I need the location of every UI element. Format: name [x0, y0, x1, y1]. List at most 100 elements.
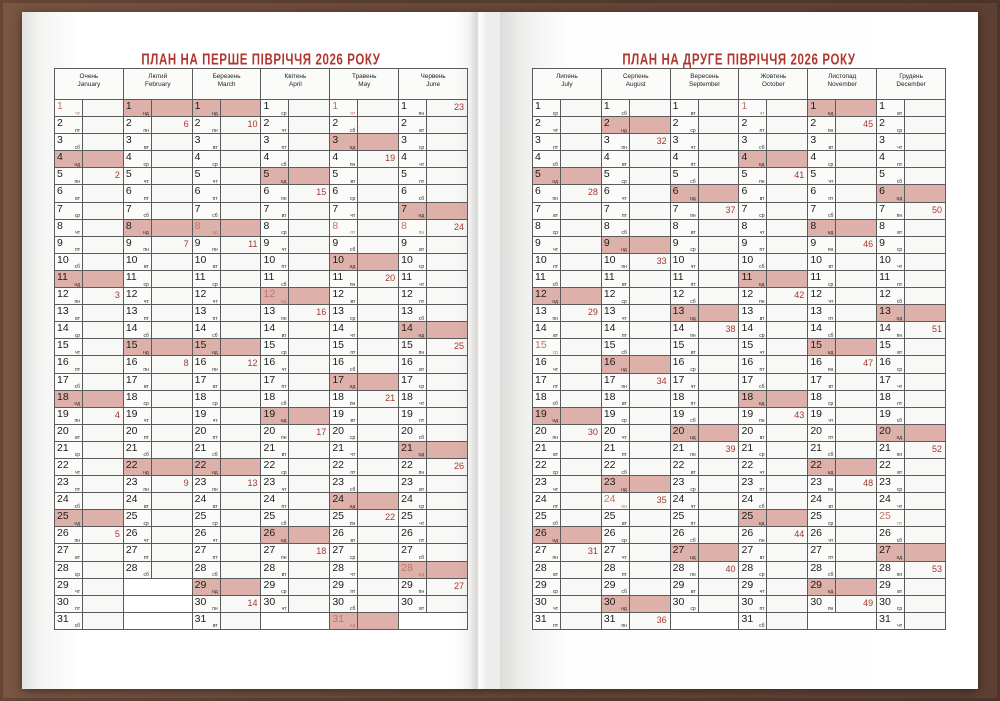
day-cell[interactable]: 2 пн 6 — [122, 116, 193, 135]
note-field[interactable] — [905, 151, 945, 168]
note-field[interactable]: 36 — [629, 612, 670, 629]
day-cell[interactable]: 30 чт — [532, 594, 602, 613]
note-field[interactable] — [836, 407, 877, 424]
note-field[interactable] — [836, 219, 877, 236]
day-cell[interactable]: 14 сб — [122, 321, 193, 340]
note-field[interactable]: 16 — [289, 305, 330, 322]
day-cell[interactable]: 12 чт — [191, 287, 262, 306]
day-cell[interactable]: 5 ср — [600, 167, 671, 186]
note-field[interactable] — [289, 476, 330, 493]
note-field[interactable] — [836, 458, 877, 476]
note-field[interactable] — [83, 356, 123, 373]
note-field[interactable] — [767, 253, 808, 270]
note-field[interactable] — [905, 236, 945, 253]
note-field[interactable] — [289, 151, 330, 168]
day-cell[interactable]: 25 сб — [260, 509, 331, 528]
day-cell[interactable]: 30 нд — [600, 594, 671, 613]
note-field[interactable] — [151, 219, 192, 236]
note-field[interactable] — [427, 202, 467, 219]
note-field[interactable] — [561, 322, 601, 339]
day-cell[interactable]: 30 ср — [876, 594, 946, 613]
note-field[interactable] — [427, 561, 467, 578]
note-field[interactable]: 10 — [220, 117, 261, 134]
day-cell[interactable]: 30 пн 49 — [807, 594, 878, 613]
note-field[interactable] — [151, 544, 192, 561]
note-field[interactable] — [905, 373, 945, 390]
day-cell[interactable]: 1 чт — [54, 98, 124, 118]
note-field[interactable] — [358, 202, 399, 219]
note-field[interactable] — [561, 561, 601, 578]
note-field[interactable] — [289, 288, 330, 305]
day-cell[interactable]: 2 чт — [532, 116, 602, 135]
day-cell[interactable]: 22 вт — [876, 457, 946, 477]
day-cell[interactable]: 10 пт — [532, 252, 602, 271]
day-cell[interactable]: 9 чт — [260, 235, 331, 254]
day-cell[interactable]: 26 чт — [807, 526, 878, 545]
day-cell[interactable]: 12 чт — [807, 287, 878, 306]
day-cell[interactable]: 5 сб — [669, 167, 740, 186]
note-field[interactable] — [151, 339, 192, 356]
day-cell[interactable]: 7 сб — [122, 201, 193, 220]
note-field[interactable] — [836, 510, 877, 527]
day-cell[interactable]: 9 пн 7 — [122, 235, 193, 254]
note-field[interactable] — [220, 578, 261, 595]
day-cell[interactable]: 12 вт — [329, 287, 400, 306]
day-cell[interactable]: 8 ср — [532, 218, 602, 237]
note-field[interactable] — [698, 185, 739, 202]
note-field[interactable] — [561, 288, 601, 305]
note-field[interactable]: 29 — [561, 305, 601, 322]
note-field[interactable] — [220, 151, 261, 168]
note-field[interactable] — [83, 544, 123, 561]
note-field[interactable] — [358, 288, 399, 305]
note-field[interactable]: 35 — [629, 493, 670, 510]
note-field[interactable] — [561, 390, 601, 407]
note-field[interactable] — [698, 356, 739, 373]
day-cell[interactable]: 20 пт — [191, 423, 262, 442]
note-field[interactable] — [905, 510, 945, 527]
note-field[interactable] — [561, 612, 601, 629]
note-field[interactable] — [151, 270, 192, 288]
day-cell[interactable]: 29 нд — [191, 577, 262, 596]
note-field[interactable]: 11 — [220, 236, 261, 253]
day-cell[interactable]: 11 ср — [122, 269, 193, 289]
day-cell[interactable]: 31 сб — [54, 611, 124, 630]
day-cell[interactable]: 18 ср — [122, 389, 193, 408]
day-cell[interactable]: 13 пт — [122, 304, 193, 323]
note-field[interactable] — [220, 270, 261, 288]
day-cell[interactable]: 20 вт — [54, 423, 124, 442]
note-field[interactable] — [289, 407, 330, 424]
day-cell[interactable]: 27 пт — [807, 543, 878, 562]
note-field[interactable] — [767, 476, 808, 493]
note-field[interactable]: 25 — [427, 339, 467, 356]
note-field[interactable] — [151, 493, 192, 510]
day-cell[interactable]: 17 чт — [876, 372, 946, 391]
day-cell[interactable]: 17 вт — [807, 372, 878, 391]
day-cell[interactable]: 18 сб — [532, 389, 602, 408]
note-field[interactable] — [289, 527, 330, 544]
day-cell[interactable]: 31 вт — [191, 611, 262, 630]
note-field[interactable] — [836, 441, 877, 458]
day-cell[interactable]: 2 пт — [738, 116, 809, 135]
day-cell[interactable]: 13 нд — [876, 304, 946, 323]
note-field[interactable] — [561, 168, 601, 185]
note-field[interactable]: 49 — [836, 595, 877, 612]
day-cell[interactable]: 1 сб — [600, 98, 671, 118]
day-cell[interactable]: 22 пт — [329, 457, 400, 477]
note-field[interactable] — [629, 441, 670, 458]
day-cell[interactable]: 8 нд — [191, 218, 262, 237]
note-field[interactable] — [767, 151, 808, 168]
day-cell[interactable]: 3 чт — [669, 133, 740, 152]
day-cell[interactable]: 21 чт — [329, 440, 400, 459]
note-field[interactable]: 3 — [83, 288, 123, 305]
day-cell[interactable]: 15 пт — [329, 338, 400, 357]
note-field[interactable] — [358, 441, 399, 458]
note-field[interactable] — [83, 424, 123, 441]
note-field[interactable] — [427, 270, 467, 288]
day-cell[interactable]: 25 пт — [876, 509, 946, 528]
day-cell[interactable]: 28 чт — [329, 560, 400, 579]
day-cell[interactable]: 29 пт — [329, 577, 400, 596]
day-cell[interactable]: 5 пт — [398, 167, 468, 186]
note-field[interactable] — [629, 117, 670, 134]
note-field[interactable] — [698, 339, 739, 356]
day-cell[interactable]: 17 ср — [398, 372, 468, 391]
